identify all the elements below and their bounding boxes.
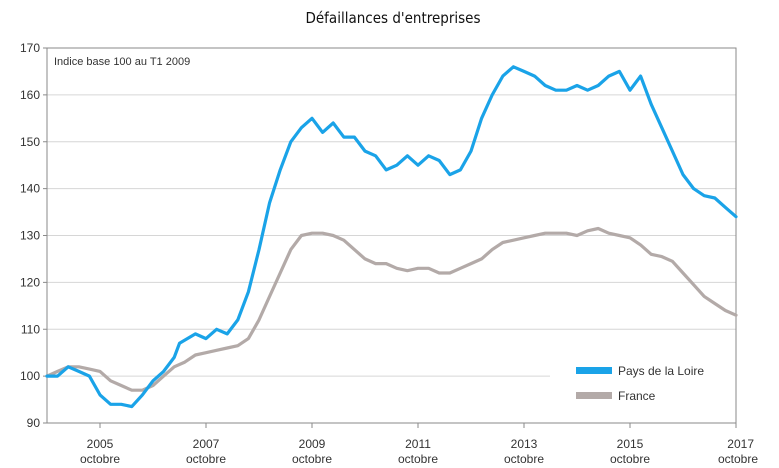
legend-label-france: France	[618, 389, 656, 403]
legend-swatch-france	[576, 392, 612, 399]
y-axis: 90 100 110 120 130 140 150 160 170	[20, 41, 47, 430]
x-tick-label-year-2007: 2007	[193, 437, 220, 451]
legend: Pays de la Loire France	[576, 364, 704, 403]
y-tick-label-100: 100	[20, 369, 40, 383]
y-tick-label-110: 110	[21, 322, 40, 336]
x-tick-label-month-2017: octobre	[718, 452, 758, 466]
x-axis: 2005octobre2007octobre2009octobre2011oct…	[80, 423, 758, 466]
x-tick-label-month-2005: octobre	[80, 452, 120, 466]
x-tick-label-month-2009: octobre	[292, 452, 332, 466]
y-tick-label-160: 160	[20, 88, 40, 102]
y-tick-label-170: 170	[20, 41, 40, 55]
plot-frame	[46, 47, 737, 424]
x-tick-label-month-2013: octobre	[504, 452, 544, 466]
y-tick-label-130: 130	[20, 229, 40, 243]
legend-swatch-pays-de-la-loire	[576, 367, 612, 374]
series-lines	[45, 65, 738, 409]
legend-label-pays-de-la-loire: Pays de la Loire	[618, 364, 704, 378]
x-tick-label-year-2005: 2005	[87, 437, 114, 451]
x-tick-label-year-2009: 2009	[299, 437, 326, 451]
x-tick-label-month-2011: octobre	[398, 452, 438, 466]
y-tick-label-150: 150	[20, 135, 40, 149]
series-line-pays-de-la-loire	[45, 65, 738, 409]
series-line-france	[45, 226, 738, 392]
x-tick-label-year-2015: 2015	[617, 437, 644, 451]
x-tick-label-year-2017: 2017	[727, 437, 754, 451]
chart-title: Défaillances d'entreprises	[305, 9, 480, 27]
chart-annotation: Indice base 100 au T1 2009	[54, 56, 190, 68]
grid-lines	[47, 94, 736, 377]
x-tick-label-year-2013: 2013	[511, 437, 538, 451]
x-tick-label-year-2011: 2011	[405, 437, 431, 451]
y-tick-label-140: 140	[20, 182, 40, 196]
y-tick-label-120: 120	[20, 275, 40, 289]
x-tick-label-month-2015: octobre	[610, 452, 650, 466]
y-tick-label-90: 90	[27, 416, 41, 430]
x-tick-label-month-2007: octobre	[186, 452, 226, 466]
